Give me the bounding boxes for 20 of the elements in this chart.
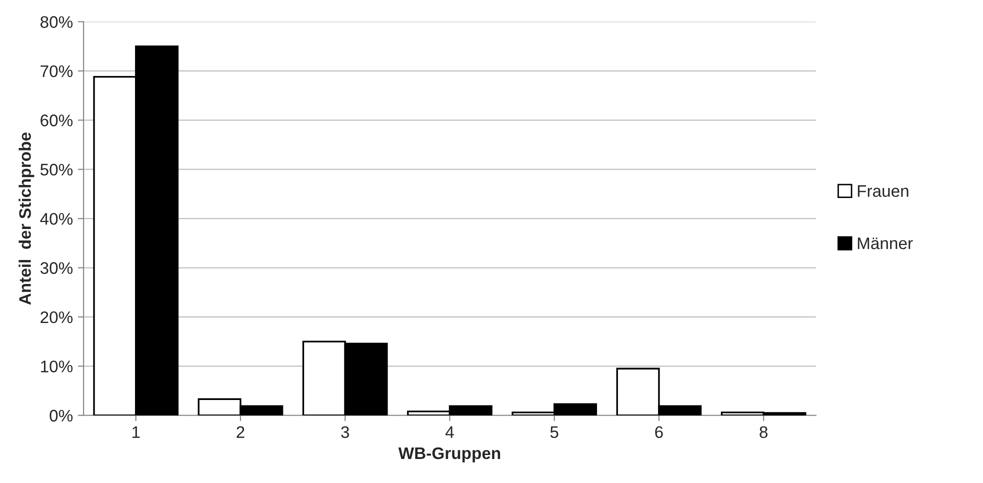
x-tick-label: 4 — [445, 426, 454, 438]
x-tick-label: 8 — [760, 426, 768, 438]
x-tick-label: 3 — [341, 426, 350, 438]
y-tick-label: 70% — [40, 65, 73, 78]
y-tick-label: 50% — [40, 164, 73, 176]
legend-label: Männer — [858, 238, 913, 250]
y-tick-label: 20% — [40, 311, 73, 324]
y-tick-label: 10% — [41, 360, 73, 372]
y-tick-label: 40% — [40, 212, 73, 225]
legend-label: Frauen — [858, 185, 908, 197]
y-tick-label: 30% — [40, 262, 73, 274]
x-axis-title: WB-Gruppen — [398, 447, 500, 462]
x-tick-label: 6 — [655, 426, 663, 438]
x-tick-label: 2 — [236, 426, 244, 438]
y-axis-title: Anteil der Stichprobe — [18, 132, 34, 305]
y-tick-label: 0% — [50, 410, 73, 422]
x-tick-label: 5 — [550, 426, 558, 438]
y-tick-label: 80% — [40, 16, 73, 28]
x-tick-label: 1 — [132, 426, 140, 438]
y-tick-label: 60% — [40, 114, 73, 126]
